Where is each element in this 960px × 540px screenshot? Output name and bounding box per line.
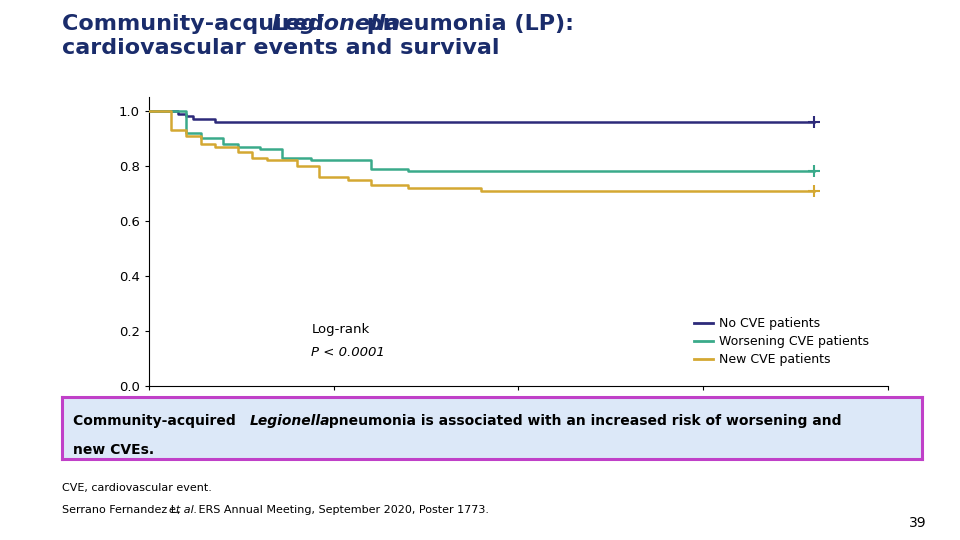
Text: Community-acquired: Community-acquired — [73, 414, 240, 428]
Text: P < 0.0001: P < 0.0001 — [311, 346, 385, 359]
Text: Serrano Fernandez L,: Serrano Fernandez L, — [62, 505, 184, 515]
X-axis label: Time in days: Time in days — [474, 415, 563, 429]
Text: et al.: et al. — [169, 505, 197, 515]
Text: cardiovascular events and survival: cardiovascular events and survival — [62, 38, 500, 58]
Legend: No CVE patients, Worsening CVE patients, New CVE patients: No CVE patients, Worsening CVE patients,… — [689, 312, 875, 371]
Text: ERS Annual Meeting, September 2020, Poster 1773.: ERS Annual Meeting, September 2020, Post… — [195, 505, 489, 515]
Text: Community-acquired: Community-acquired — [62, 14, 332, 33]
Text: CVE, cardiovascular event.: CVE, cardiovascular event. — [62, 483, 212, 494]
Text: Log-rank: Log-rank — [311, 322, 370, 335]
Text: 39: 39 — [909, 516, 926, 530]
Text: pneumonia (LP):: pneumonia (LP): — [359, 14, 574, 33]
Text: pneumonia is associated with an increased risk of worsening and: pneumonia is associated with an increase… — [324, 414, 842, 428]
Text: new CVEs.: new CVEs. — [73, 443, 154, 457]
Text: Legionella: Legionella — [272, 14, 401, 33]
Text: Legionella: Legionella — [250, 414, 330, 428]
